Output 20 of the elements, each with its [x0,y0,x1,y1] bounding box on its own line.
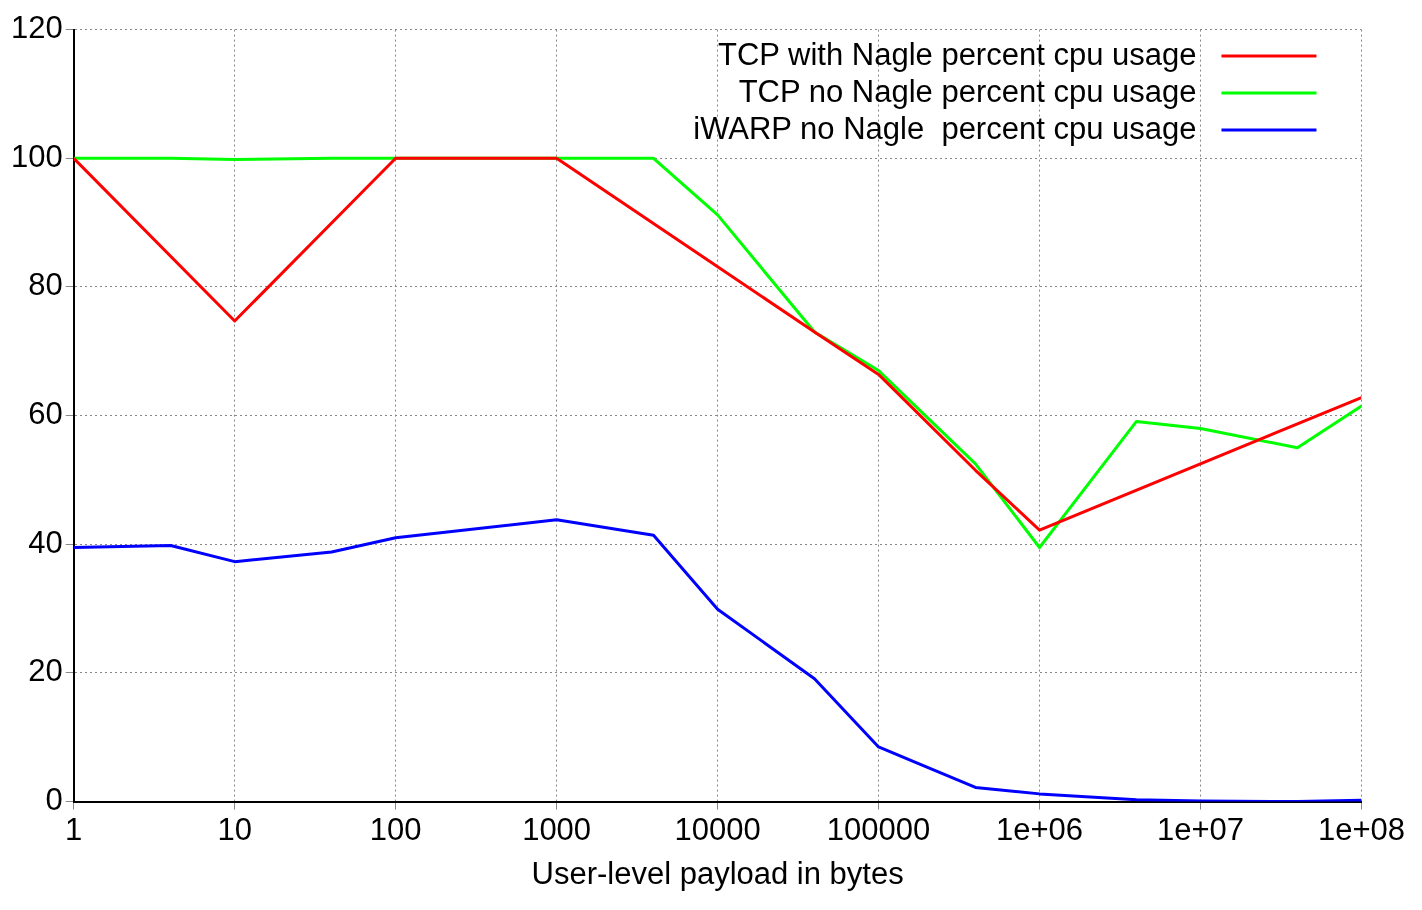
x-tick-label: 100 [369,811,422,847]
x-tick-label: 100000 [826,811,931,847]
y-tick-label: 100 [10,138,63,174]
x-tick-label: 1 [65,811,83,847]
y-tick-label: 0 [45,782,63,818]
y-tick-label: 120 [10,10,63,46]
y-tick-label: 60 [28,396,63,432]
x-tick-label: 10000 [674,811,761,847]
legend-label: TCP no Nagle percent cpu usage [738,73,1197,109]
x-tick-label: 1e+08 [1317,811,1406,847]
x-tick-label: 1000 [522,811,592,847]
legend-label: TCP with Nagle percent cpu usage [717,36,1197,72]
y-tick-label: 20 [28,653,63,689]
x-tick-label: 10 [217,811,252,847]
legend-label: iWARP no Nagle percent cpu usage [693,110,1197,146]
y-tick-label: 40 [28,524,63,560]
x-tick-label: 1e+07 [1156,811,1245,847]
x-tick-label: 1e+06 [995,811,1084,847]
y-tick-label: 80 [28,267,63,303]
x-axis-title: User-level payload in bytes [531,855,904,891]
